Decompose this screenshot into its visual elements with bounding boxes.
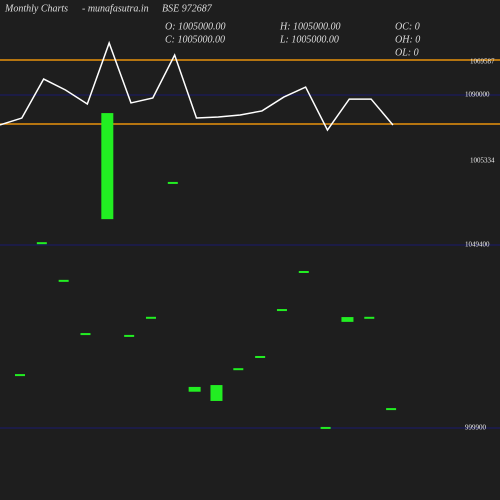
ohlc: C: 1005000.00 bbox=[165, 34, 225, 45]
chart-title: Monthly Charts bbox=[4, 3, 68, 14]
candle bbox=[320, 426, 331, 429]
candle bbox=[341, 317, 354, 322]
ohlc: OH: 0 bbox=[395, 34, 420, 45]
y2-tick-label: 1069587 bbox=[470, 58, 495, 66]
ohlc: L: 1005000.00 bbox=[279, 34, 339, 45]
candle bbox=[124, 334, 135, 337]
candle bbox=[298, 270, 309, 273]
candle bbox=[255, 355, 266, 358]
candle bbox=[80, 333, 91, 336]
candle bbox=[101, 113, 114, 220]
subtitle: - munafasutra.in bbox=[82, 3, 149, 14]
candle bbox=[386, 408, 397, 411]
y-tick-label: 999900 bbox=[465, 424, 487, 432]
ohlc: OC: 0 bbox=[395, 21, 420, 32]
candle bbox=[233, 368, 244, 371]
candle bbox=[145, 316, 156, 319]
candle bbox=[276, 309, 287, 312]
candle bbox=[364, 316, 375, 319]
ohlc: H: 1005000.00 bbox=[279, 21, 341, 32]
candle bbox=[36, 242, 47, 245]
symbol: BSE 972687 bbox=[162, 3, 213, 14]
ohlc: O: 1005000.00 bbox=[165, 21, 226, 32]
y-tick-label: 1090000 bbox=[465, 91, 490, 99]
candle bbox=[58, 279, 69, 282]
y-tick-label: 1049400 bbox=[465, 241, 490, 249]
candle bbox=[188, 386, 201, 392]
candle bbox=[210, 385, 223, 401]
ohlc: OL: 0 bbox=[395, 47, 419, 58]
line-series bbox=[0, 40, 394, 132]
candle bbox=[167, 181, 178, 184]
y2-tick-label: 1005334 bbox=[470, 157, 495, 165]
candle bbox=[15, 374, 25, 377]
